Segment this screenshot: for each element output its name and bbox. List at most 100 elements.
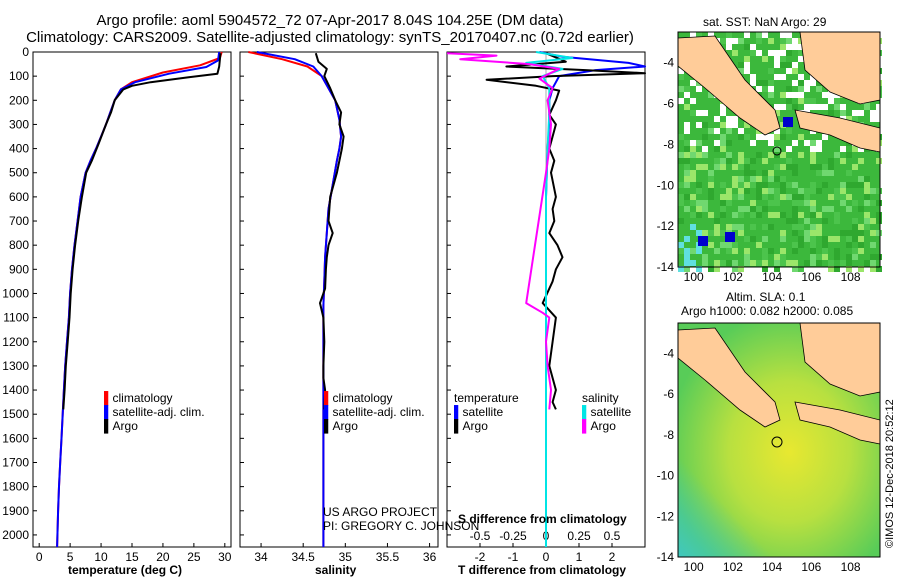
legend-label: Argo: [332, 419, 358, 433]
sst-pixel: [732, 38, 738, 44]
sst-pixel: [864, 200, 870, 206]
sst-pixel: [810, 80, 816, 86]
sst-pixel: [738, 188, 744, 194]
x2-tick-label: 0.25: [567, 529, 591, 543]
sst-pixel: [714, 230, 720, 236]
sst-pixel: [684, 122, 690, 128]
sst-pixel: [870, 230, 876, 236]
y-tick-label: 800: [9, 238, 29, 252]
sst-pixel: [696, 32, 702, 38]
sst-pixel: [708, 92, 714, 98]
sst-pixel: [774, 200, 780, 206]
sst-pixel: [762, 236, 768, 242]
sst-pixel: [792, 206, 798, 212]
y-tick-label: 1600: [2, 431, 29, 445]
sst-pixel: [720, 242, 726, 248]
sst-pixel: [678, 68, 684, 74]
map-x-tick-label: 108: [841, 270, 861, 284]
sst-pixel: [786, 158, 792, 164]
sst-pixel: [780, 38, 786, 44]
sst-pixel: [858, 158, 864, 164]
sst-pixel: [720, 260, 726, 266]
sst-pixel: [846, 260, 852, 266]
temperature-legend: ▌climatology ▌satellite-adj. clim. ▌Argo: [104, 391, 205, 433]
sst-pixel: [726, 116, 732, 122]
sst-pixel: [870, 188, 876, 194]
sst-pixel: [750, 50, 756, 56]
legend-label: satellite: [590, 405, 632, 419]
sst-pixel: [744, 44, 750, 50]
sst-pixel: [798, 212, 804, 218]
sst-pixel: [792, 140, 798, 146]
sst-pixel: [798, 74, 804, 80]
sst-pixel: [696, 206, 702, 212]
sst-pixel: [780, 254, 786, 260]
sst-pixel: [834, 254, 840, 260]
sst-pixel: [816, 140, 822, 146]
sst-pixel: [780, 134, 786, 140]
x-tick-label: 30: [218, 550, 232, 564]
sst-pixel: [834, 98, 840, 104]
sst-pixel: [774, 260, 780, 266]
sst-pixel: [780, 176, 786, 182]
sst-pixel: [876, 104, 882, 110]
sst-pixel: [726, 248, 732, 254]
sst-pixel: [792, 80, 798, 86]
sst-pixel: [720, 200, 726, 206]
sst-pixel: [762, 206, 768, 212]
sst-pixel: [750, 176, 756, 182]
sst-pixel: [762, 224, 768, 230]
series-line-climatology: [56, 51, 223, 548]
sst-pixel: [744, 164, 750, 170]
sst-pixel: [678, 86, 684, 92]
sst-pixel: [684, 92, 690, 98]
sst-pixel: [804, 218, 810, 224]
sst-pixel: [726, 188, 732, 194]
sst-pixel: [846, 170, 852, 176]
sst-pixel: [714, 146, 720, 152]
sst-pixel: [768, 200, 774, 206]
sst-pixel: [822, 170, 828, 176]
sst-pixel: [828, 92, 834, 98]
sst-pixel: [828, 170, 834, 176]
sst-pixel: [762, 254, 768, 260]
sst-pixel: [768, 68, 774, 74]
map-y-tick-label: -6: [663, 97, 674, 111]
sst-pixel: [744, 68, 750, 74]
sst-pixel: [738, 68, 744, 74]
sst-pixel: [840, 188, 846, 194]
y-tick-label: 1300: [2, 359, 29, 373]
sst-pixel: [810, 146, 816, 152]
sst-pixel: [798, 80, 804, 86]
sst-pixel: [780, 92, 786, 98]
difference-legend-temperature: temperature ▌satellite ▌Argo: [454, 391, 519, 433]
sst-pixel: [684, 236, 690, 242]
sst-pixel: [678, 134, 684, 140]
sst-pixel: [750, 182, 756, 188]
sst-pixel: [714, 266, 720, 272]
map-y-tick-label: -4: [663, 347, 674, 361]
sst-pixel: [798, 188, 804, 194]
sst-pixel: [858, 236, 864, 242]
sst-pixel: [870, 218, 876, 224]
y-tick-label: 900: [9, 262, 29, 276]
sst-pixel: [876, 200, 882, 206]
legend-item-argo: ▌Argo: [582, 419, 616, 433]
sla-map-title-line1: Altim. SLA: 0.1: [726, 290, 806, 304]
sst-pixel: [822, 248, 828, 254]
legend-label: satellite-adj. clim.: [332, 405, 425, 419]
x-tick-label: 36: [423, 550, 437, 564]
sst-pixel: [732, 164, 738, 170]
sst-pixel: [792, 248, 798, 254]
sst-pixel: [852, 236, 858, 242]
sst-pixel: [768, 92, 774, 98]
sst-pixel: [798, 200, 804, 206]
sst-pixel: [822, 104, 828, 110]
sst-pixel: [768, 224, 774, 230]
sst-pixel: [750, 236, 756, 242]
sst-pixel: [828, 164, 834, 170]
sst-pixel: [708, 230, 714, 236]
sst-pixel: [762, 158, 768, 164]
sst-pixel: [816, 188, 822, 194]
sst-pixel: [828, 194, 834, 200]
